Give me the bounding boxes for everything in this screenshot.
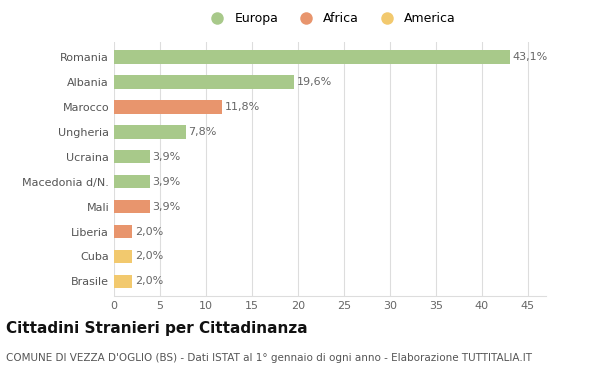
Bar [114, 125, 185, 139]
Bar [114, 175, 150, 188]
Text: 43,1%: 43,1% [513, 52, 548, 62]
Bar [114, 75, 294, 89]
Bar [114, 200, 150, 214]
Bar [114, 225, 133, 238]
Text: 3,9%: 3,9% [152, 177, 181, 187]
Text: 19,6%: 19,6% [297, 77, 332, 87]
Bar [114, 150, 150, 163]
Text: 2,0%: 2,0% [135, 226, 163, 236]
Legend: Europa, Africa, America: Europa, Africa, America [199, 8, 461, 30]
Bar [114, 250, 133, 263]
Bar [114, 275, 133, 288]
Text: 2,0%: 2,0% [135, 276, 163, 287]
Text: 2,0%: 2,0% [135, 252, 163, 261]
Text: 3,9%: 3,9% [152, 152, 181, 162]
Text: 7,8%: 7,8% [188, 127, 217, 137]
Text: COMUNE DI VEZZA D'OGLIO (BS) - Dati ISTAT al 1° gennaio di ogni anno - Elaborazi: COMUNE DI VEZZA D'OGLIO (BS) - Dati ISTA… [6, 353, 532, 363]
Bar [114, 50, 510, 63]
Text: 11,8%: 11,8% [225, 102, 260, 112]
Bar [114, 100, 223, 114]
Text: 3,9%: 3,9% [152, 201, 181, 212]
Text: Cittadini Stranieri per Cittadinanza: Cittadini Stranieri per Cittadinanza [6, 321, 308, 336]
